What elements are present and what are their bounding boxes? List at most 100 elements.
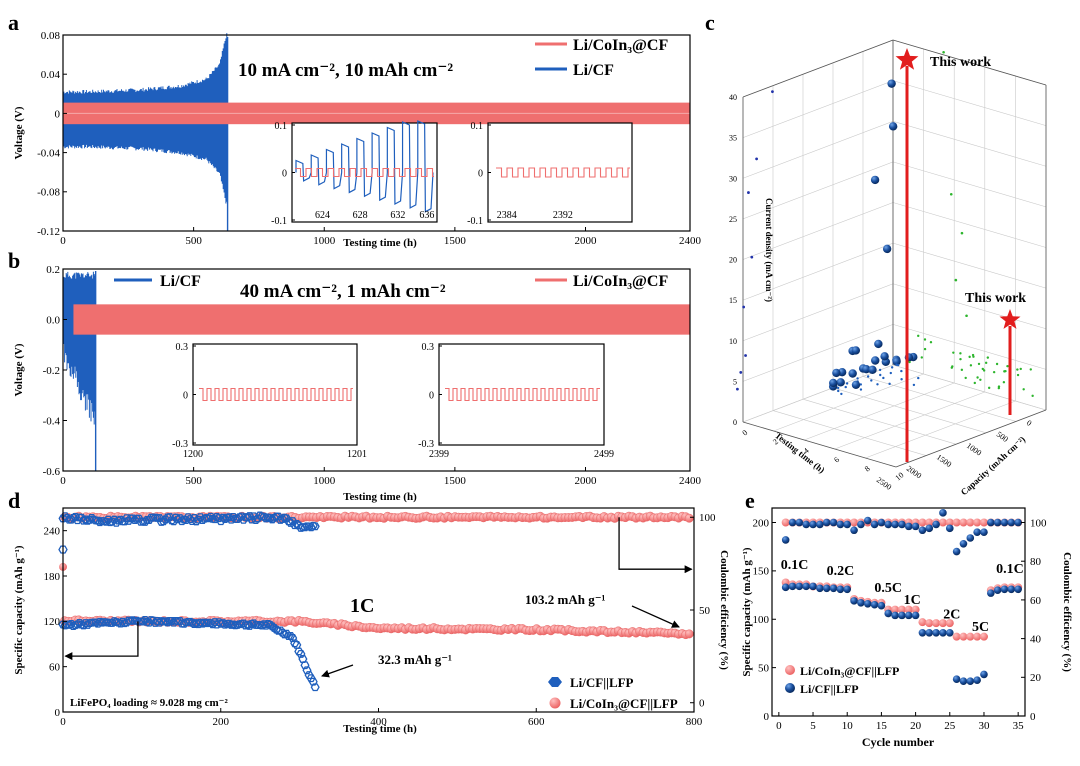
panel-c-projection-dot	[900, 369, 903, 373]
panel-c-projection-dot	[882, 376, 885, 380]
li-coin3-cf-lfp-rate-efficiency-point	[918, 518, 927, 527]
panel-c-literature-point	[887, 79, 896, 88]
panel-a-inset-1: 0.1 0 -0.1 624 628 632 636	[271, 120, 438, 227]
panel-a-xtick-label: 1000	[313, 235, 336, 247]
panel-c-green-dot	[1006, 364, 1009, 368]
panel-c-grid-line	[892, 80, 1047, 126]
li-cf-lfp-efficiency-point	[58, 545, 68, 554]
li-coin3-cf-lfp-rate-capacity-point	[938, 619, 947, 628]
li-cf-lfp-rate-capacity-point	[822, 584, 831, 593]
li-coin3-cf-lfp-rate-efficiency-point	[781, 518, 790, 527]
li-coin3-cf-lfp-rate-capacity-point	[925, 619, 934, 628]
li-cf-lfp-efficiency-point	[66, 515, 76, 524]
panel-e-xtick-label: 20	[910, 720, 922, 732]
li-cf-lfp-rate-capacity-point	[788, 582, 797, 591]
li-cf-lfp-rate-capacity-point	[898, 611, 906, 620]
li-cf-lfp-efficiency-point	[154, 514, 164, 523]
panel-a-inset-2: 0.1 0 -0.1 2384 2392	[467, 121, 633, 227]
panel-c-grid-line	[862, 376, 1017, 422]
series-li-coin3-cf-b	[73, 304, 690, 335]
li-cf-lfp-rate-efficiency-point	[870, 520, 879, 529]
panel-a-ytick-label: 0.08	[41, 30, 61, 42]
li-cf-lfp-capacity-point	[119, 619, 130, 628]
panel-c-green-dot	[1002, 381, 1006, 384]
li-cf-lfp-efficiency-point	[275, 515, 285, 524]
panel-c-wall-dot	[750, 255, 754, 259]
li-coin3-cf-lfp-rate-efficiency-point	[973, 518, 982, 527]
inset-b2-li-coin3-trace	[445, 387, 600, 402]
li-cf-lfp-rate-efficiency-point	[829, 518, 838, 527]
li-cf-lfp-capacity-point	[179, 619, 189, 628]
li-cf-lfp-rate-efficiency-point	[809, 520, 817, 529]
li-cf-lfp-rate-capacity-point	[1000, 585, 1009, 594]
panel-c-green-dot	[942, 50, 945, 54]
panel-c-ztick-label: 15	[729, 296, 737, 305]
panel-a-ytick-label: 0	[55, 108, 61, 120]
li-cf-lfp-efficiency-point	[144, 516, 154, 524]
panel-c-box-edge	[742, 421, 897, 468]
panel-c-projection-dot	[856, 377, 859, 380]
li-cf-lfp-rate-capacity-point	[993, 586, 1002, 595]
li-cf-lfp-rate-efficiency-point	[802, 520, 810, 529]
li-cf-lfp-rate-capacity-point	[1007, 585, 1016, 594]
panel-b-inset-2-ytick-label: -0.3	[418, 439, 434, 450]
panel-c-xtick-label: 0	[1025, 418, 1033, 428]
li-cf-lfp-capacity-point	[290, 639, 300, 648]
li-cf-lfp-capacity-point	[175, 617, 185, 625]
panel-e-xtick-label: 5	[810, 720, 816, 732]
panel-d-ytick-label: 120	[44, 616, 61, 628]
panel-d-y2label: Coulombic efficiency (%)	[718, 550, 730, 670]
panel-c-green-dot	[908, 360, 911, 364]
li-cf-lfp-capacity-point	[308, 677, 318, 686]
panel-b: b 0 500 1000 1500 2000 2400 0.2 0.0 -0.2 -0.4 -0.6…	[8, 248, 702, 503]
panel-a-inset-1-ytick-label: -0.1	[271, 216, 287, 227]
panel-e-rate-label: 2C	[943, 607, 960, 622]
panel-e-y2tick-label: 60	[1030, 595, 1042, 607]
li-cf-lfp-rate-capacity-point	[781, 583, 790, 592]
panel-c-wall-dot	[736, 387, 739, 391]
li-cf-lfp-capacity-point	[294, 647, 304, 656]
legend-d-label-red: Li/CoIn₃@CF||LFP	[570, 696, 678, 711]
inset-a1-li-coin3-trace	[295, 167, 434, 178]
li-cf-lfp-capacity-point	[302, 666, 312, 675]
panel-d-callout-red: 103.2 mAh g⁻¹	[525, 592, 606, 607]
panel-c-green-dot	[973, 381, 976, 385]
panel-a-label: a	[8, 10, 19, 35]
inset-a2-li-coin3-trace	[496, 167, 630, 178]
panel-c-green-dot	[929, 341, 933, 344]
panel-b-xtick-label: 500	[185, 475, 202, 487]
li-cf-lfp-efficiency-point	[160, 515, 171, 524]
li-coin3-cf-lfp-rate-capacity-point	[979, 632, 988, 641]
li-cf-lfp-capacity-point	[245, 621, 255, 630]
li-cf-lfp-rate-efficiency-point	[952, 547, 961, 556]
panel-c-grid-line	[834, 391, 985, 450]
li-coin3-cf-lfp-rate-capacity-point	[973, 632, 982, 641]
panel-c-grid-line	[742, 80, 894, 138]
panel-e-y2tick-label: 80	[1030, 556, 1042, 568]
panel-d-y2tick-label: 50	[699, 605, 711, 617]
panel-c-projection-dot	[845, 382, 849, 385]
li-cf-lfp-rate-capacity-point	[911, 611, 920, 620]
panel-c-literature-point	[888, 122, 898, 131]
panel-c-green-dot	[986, 356, 990, 359]
li-cf-lfp-rate-efficiency-point	[898, 520, 906, 529]
panel-c-projection-dot	[837, 389, 840, 393]
legend-b-label-blue: Li/CF	[160, 273, 201, 290]
panel-b-inset-1-ytick-label: 0	[183, 391, 188, 402]
panel-c-literature-point	[882, 244, 892, 254]
panel-c-zlabel: Current density (mA cm⁻²)	[764, 198, 774, 302]
li-cf-lfp-rate-capacity-point	[816, 584, 824, 593]
legend-e: Li/CoIn₃@CF||LFP Li/CF||LFP	[785, 664, 899, 696]
panel-e-label: e	[745, 488, 755, 513]
li-cf-lfp-efficiency-point	[103, 515, 113, 524]
panel-c-projection-dot	[836, 386, 840, 390]
li-cf-lfp-efficiency-point	[206, 512, 216, 521]
panel-c-projection-dot	[840, 392, 843, 396]
panel-c-green-dot	[950, 366, 954, 369]
li-cf-lfp-rate-efficiency-point	[966, 534, 975, 542]
panel-c: c 0 5 10 15 20 25 30 35 40 0 500 1000 1500 2000 2500 0 2…	[705, 10, 1047, 497]
panel-c-box-edge	[892, 39, 1047, 86]
panel-b-xtick-label: 1500	[444, 475, 467, 487]
panel-c-grid-line	[742, 324, 894, 382]
